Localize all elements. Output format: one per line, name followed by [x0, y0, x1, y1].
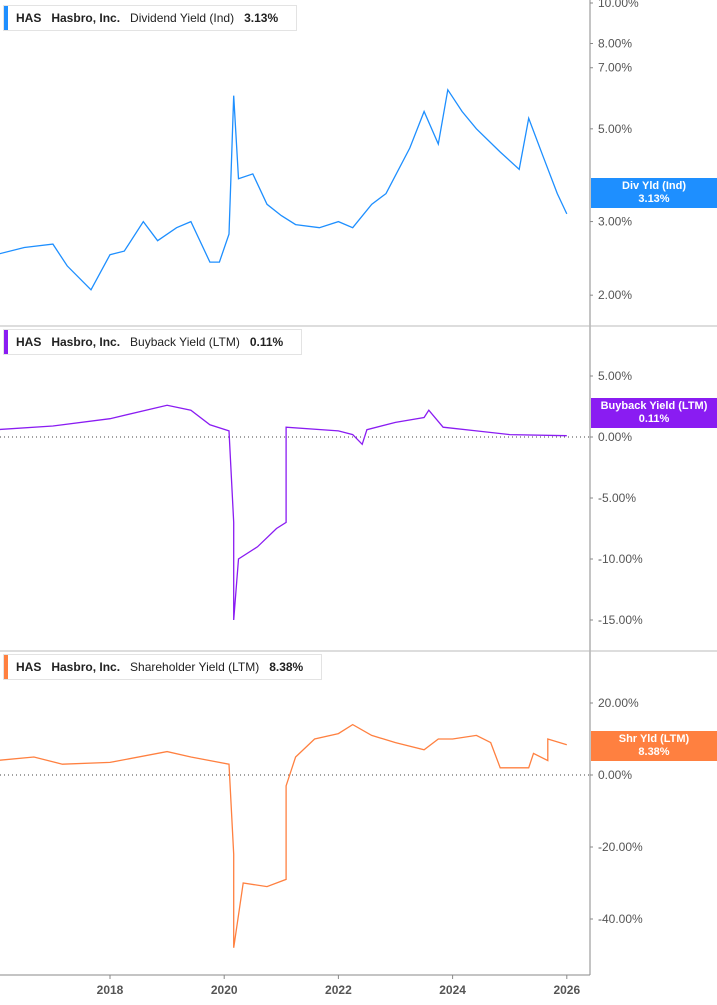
y-tick-label: -5.00%	[598, 491, 636, 505]
x-tick-label: 2018	[97, 983, 124, 997]
series-color-swatch	[4, 6, 8, 30]
legend-ticker: HAS	[16, 660, 42, 674]
y-tick-label: 3.00%	[598, 215, 632, 229]
badge-label: Div Yld (Ind)	[622, 180, 686, 192]
series-color-swatch	[4, 655, 8, 679]
badge-value: 3.13%	[638, 193, 670, 205]
legend-value: 8.38%	[269, 660, 304, 674]
legend-metric: Buyback Yield (LTM)	[130, 335, 240, 349]
legend-company: Hasbro, Inc.	[51, 11, 121, 25]
legend-metric: Dividend Yield (Ind)	[130, 11, 235, 25]
y-tick-label: -20.00%	[598, 840, 643, 854]
y-tick-label: 7.00%	[598, 61, 632, 75]
badge-value: 8.38%	[638, 746, 670, 758]
legend-company: Hasbro, Inc.	[51, 335, 121, 349]
y-tick-label: 0.00%	[598, 768, 632, 782]
series-line-2	[0, 723, 567, 948]
y-tick-label: 5.00%	[598, 369, 632, 383]
badge-value: 0.11%	[638, 413, 670, 425]
y-tick-label: 20.00%	[598, 696, 639, 710]
x-tick-label: 2022	[325, 983, 352, 997]
badge-buyback-yield: Buyback Yield (LTM) 0.11%	[591, 398, 717, 428]
legend-value: 3.13%	[244, 11, 279, 25]
badge-shareholder-yield: Shr Yld (LTM) 8.38%	[591, 731, 717, 761]
x-tick-label: 2020	[211, 983, 238, 997]
y-tick-label: 5.00%	[598, 122, 632, 136]
y-tick-label: -15.00%	[598, 613, 643, 627]
y-tick-label: -10.00%	[598, 552, 643, 566]
legend-buyback-yield: HAS Hasbro, Inc. Buyback Yield (LTM) 0.1…	[3, 329, 303, 355]
legend-value: 0.11%	[249, 335, 284, 349]
legend-shareholder-yield: HAS Hasbro, Inc. Shareholder Yield (LTM)…	[3, 654, 323, 680]
y-tick-label: 8.00%	[598, 37, 632, 51]
badge-label: Shr Yld (LTM)	[618, 733, 690, 745]
legend-ticker: HAS	[16, 11, 42, 25]
y-tick-label: 0.00%	[598, 430, 632, 444]
legend-ticker: HAS	[16, 335, 42, 349]
badge-label: Buyback Yield (LTM)	[600, 400, 708, 412]
y-tick-label: 2.00%	[598, 288, 632, 302]
legend-company: Hasbro, Inc.	[51, 660, 121, 674]
legend-metric: Shareholder Yield (LTM)	[130, 660, 260, 674]
legend-dividend-yield: HAS Hasbro, Inc. Dividend Yield (Ind) 3.…	[3, 5, 298, 31]
x-tick-label: 2024	[439, 983, 466, 997]
y-tick-label: -40.00%	[598, 912, 643, 926]
series-line-1	[0, 404, 567, 621]
series-color-swatch	[4, 330, 8, 354]
badge-dividend-yield: Div Yld (Ind) 3.13%	[591, 178, 717, 208]
series-line-0	[0, 88, 568, 291]
x-tick-label: 2026	[553, 983, 580, 997]
y-tick-label: 10.00%	[598, 0, 639, 10]
